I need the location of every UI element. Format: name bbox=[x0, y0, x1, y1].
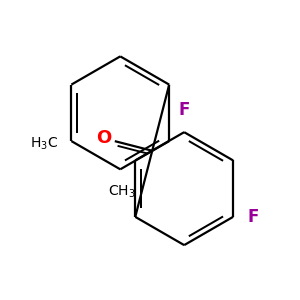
Text: O: O bbox=[96, 129, 111, 147]
Text: F: F bbox=[248, 208, 259, 226]
Text: F: F bbox=[178, 101, 190, 119]
Text: H$_3$C: H$_3$C bbox=[30, 136, 58, 152]
Text: CH$_3$: CH$_3$ bbox=[108, 184, 136, 200]
